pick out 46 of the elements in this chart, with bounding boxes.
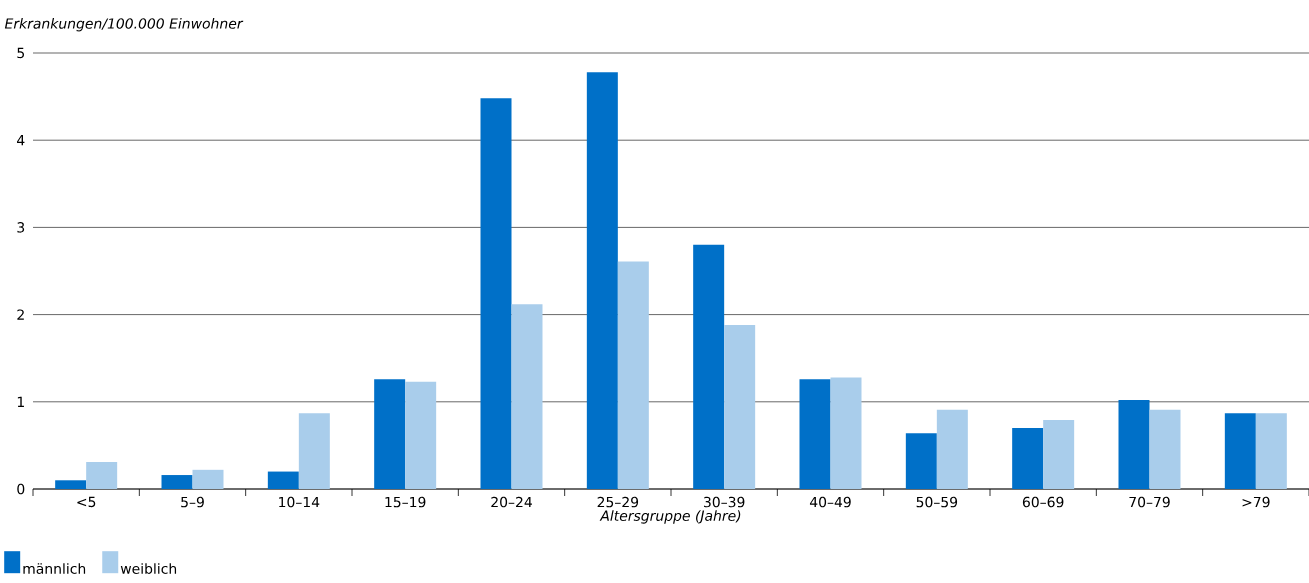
bar xyxy=(480,98,512,489)
bar xyxy=(298,413,330,489)
y-tick-label: 3 xyxy=(17,222,25,233)
x-tick-label: 70–79 xyxy=(1129,496,1170,508)
bar xyxy=(693,244,725,489)
y-axis-title: Erkrankungen/100.000 Einwohner xyxy=(4,17,244,32)
bar xyxy=(86,461,118,489)
x-tick-label: 40–49 xyxy=(809,496,851,508)
x-tick-label: >79 xyxy=(1242,496,1270,508)
bar xyxy=(267,471,299,489)
bar xyxy=(1012,427,1044,489)
bar xyxy=(374,379,406,489)
bar xyxy=(161,475,193,489)
bar xyxy=(724,325,756,489)
y-tick-label: 4 xyxy=(17,135,25,146)
bar xyxy=(511,304,543,489)
bar xyxy=(1255,413,1287,489)
y-tick-label: 5 xyxy=(17,47,25,59)
x-tick-label: 30–39 xyxy=(703,496,745,508)
x-tick-label: <5 xyxy=(77,496,96,508)
y-tick-label: 0 xyxy=(17,483,25,495)
bar xyxy=(617,261,649,489)
x-axis-title: Altersgruppe (Jahre) xyxy=(599,510,741,524)
y-tick-label: 1 xyxy=(17,396,24,407)
bar xyxy=(1118,400,1150,489)
x-tick-label: 25–29 xyxy=(597,496,639,508)
x-tick-label: 5–9 xyxy=(181,496,204,508)
x-tick-label: 50–59 xyxy=(916,496,958,508)
x-tick-label: 60–69 xyxy=(1022,496,1064,508)
bar xyxy=(799,379,831,489)
bar xyxy=(830,377,862,489)
legend-label: weiblich xyxy=(120,563,177,574)
x-tick-label: 20–24 xyxy=(491,496,532,508)
bar xyxy=(936,409,968,489)
bar xyxy=(1149,409,1181,489)
bar xyxy=(55,480,87,489)
bar xyxy=(192,469,224,489)
bar xyxy=(1043,420,1075,489)
legend-label: männlich xyxy=(23,563,86,574)
bar xyxy=(586,72,618,489)
bar xyxy=(905,433,937,489)
y-tick-label: 2 xyxy=(17,309,24,320)
x-tick-label: 15–19 xyxy=(385,496,426,508)
x-tick-label: 10–14 xyxy=(279,496,320,508)
bar xyxy=(1224,413,1256,489)
bar xyxy=(405,381,437,489)
